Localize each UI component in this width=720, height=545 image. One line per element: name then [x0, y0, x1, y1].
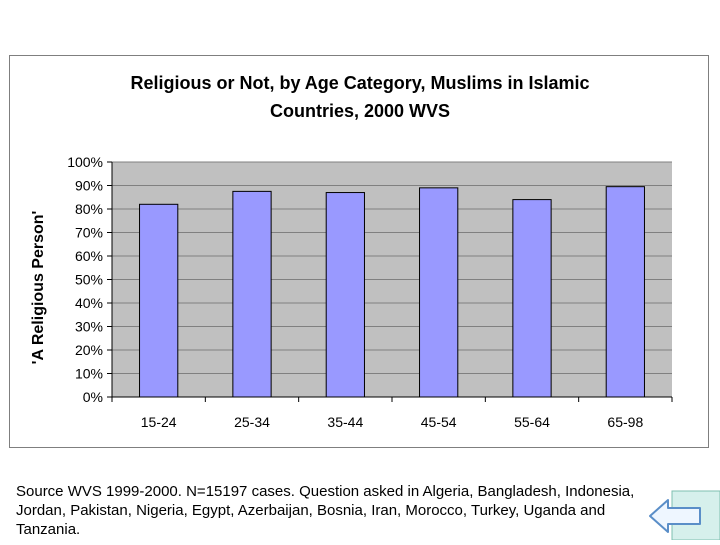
- bar-35-44: [325, 192, 365, 398]
- chart-frame: Religious or Not, by Age Category, Musli…: [9, 55, 709, 448]
- x-tick-label: 15-24: [141, 414, 177, 430]
- y-tick-label: 60%: [75, 248, 103, 264]
- x-tick-label: 55-64: [514, 414, 550, 430]
- y-tick-label: 100%: [67, 154, 103, 170]
- y-tick-label: 80%: [75, 201, 103, 217]
- arrow-left-icon: [649, 499, 701, 533]
- chart-title-line: Religious or Not, by Age Category, Musli…: [130, 73, 589, 93]
- bar-chart: Religious or Not, by Age Category, Musli…: [30, 73, 673, 430]
- y-axis-label: 'A Religious Person': [30, 211, 47, 365]
- x-tick-label: 35-44: [327, 414, 363, 430]
- back-button[interactable]: [648, 490, 720, 541]
- x-tick-label: 65-98: [607, 414, 643, 430]
- bar-15-24: [139, 203, 179, 398]
- y-tick-label: 40%: [75, 295, 103, 311]
- chart-title-line: Countries, 2000 WVS: [270, 101, 450, 121]
- y-tick-label: 30%: [75, 319, 103, 335]
- y-tick-label: 50%: [75, 272, 103, 288]
- y-tick-label: 10%: [75, 366, 103, 382]
- y-tick-label: 20%: [75, 342, 103, 358]
- bar-65-98: [605, 186, 645, 398]
- bar-25-34: [232, 190, 272, 398]
- y-tick-label: 0%: [83, 389, 103, 405]
- y-tick-label: 70%: [75, 225, 103, 241]
- x-tick-label: 25-34: [234, 414, 270, 430]
- bar-55-64: [512, 199, 552, 398]
- x-tick-label: 45-54: [421, 414, 457, 430]
- y-tick-label: 90%: [75, 178, 103, 194]
- source-note: Source WVS 1999-2000. N=15197 cases. Que…: [16, 483, 635, 538]
- bar-45-54: [419, 187, 459, 398]
